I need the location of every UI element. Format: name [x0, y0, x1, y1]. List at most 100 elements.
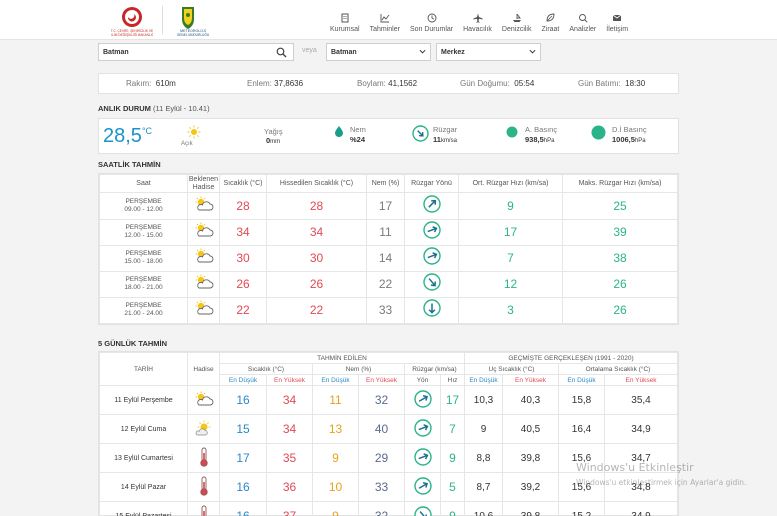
- district-value: Merkez: [441, 48, 465, 56]
- daily-row: 11 Eylül Perşembe 16 34 11 32 17 10,3 40,3 15,8 3…: [99, 385, 678, 415]
- elevation: Rakım: 610m: [126, 79, 176, 88]
- clock-icon: [427, 13, 436, 23]
- humidity-high-cell: 32: [358, 385, 405, 415]
- nav-label: İletişim: [606, 26, 629, 33]
- extreme-low-cell: 10,3: [464, 385, 503, 415]
- sea-pressure-label: D.İ Basınç: [612, 125, 647, 134]
- avg-low-cell: 15,6: [558, 472, 605, 502]
- avg-wind-cell: 12: [458, 270, 563, 298]
- daily-row: 12 Eylül Cuma 15 34 13 40 7 9 40,5 16,4 34,9: [99, 414, 678, 444]
- humidity-cell: 22: [366, 270, 405, 298]
- partly-cloudy-icon: [195, 222, 213, 237]
- wind-arrow-icon: [413, 389, 432, 408]
- wind-arrow-icon: [422, 273, 441, 291]
- extreme-low-cell: 8,8: [464, 443, 503, 473]
- nav-analizler[interactable]: Analizler: [564, 0, 601, 40]
- search-input[interactable]: Batman: [98, 43, 294, 61]
- humidity-cell: 11: [366, 218, 405, 246]
- max-wind-cell: 39: [562, 218, 678, 246]
- location-info-bar: Rakım: 610m Enlem: 37,8636 Boylam: 41,15…: [98, 73, 679, 94]
- wind-dir-cell: [404, 443, 441, 473]
- wind-speed-cell: 9: [440, 501, 465, 516]
- current-section-title: ANLIK DURUM (11 Eylül - 10.41): [98, 104, 210, 113]
- high-header: En Yüksek: [604, 374, 678, 386]
- avg-high-cell: 35,4: [604, 385, 678, 415]
- direction-header: Yön: [404, 374, 441, 386]
- avg-wind-cell: 3: [458, 296, 563, 325]
- wind-arrow-icon: [413, 447, 432, 466]
- district-select[interactable]: Merkez: [436, 43, 541, 61]
- current-temperature: 28,5°C: [103, 125, 153, 147]
- hourly-row: PERŞEMBE 18.00 - 21.00 26 26 22 12 26: [99, 270, 678, 298]
- province-select[interactable]: Batman: [326, 43, 431, 61]
- ministry-logo[interactable]: T.C. ÇEVRE, ŞEHİRCİLİK VE İKLİM DEĞİŞİKL…: [111, 4, 153, 38]
- nav-label: Analizler: [569, 26, 597, 33]
- pressure-dot-icon: [506, 126, 518, 138]
- event-cell: [187, 443, 220, 473]
- date-cell: 15 Eylül Pazartesi: [99, 501, 188, 516]
- envelope-icon: [612, 14, 622, 21]
- chevron-down-icon: [419, 49, 426, 54]
- temp-high-cell: 34: [266, 414, 313, 444]
- top-bar: T.C. ÇEVRE, ŞEHİRCİLİK VE İKLİM DEĞİŞİKL…: [0, 0, 777, 40]
- logo-divider: [162, 6, 163, 34]
- thermometer-icon: [201, 505, 206, 516]
- avg-high-cell: 34,8: [604, 472, 678, 502]
- temp-high-cell: 37: [266, 501, 313, 516]
- avg-low-cell: 15,8: [558, 385, 605, 415]
- temp-low-cell: 16: [219, 385, 267, 415]
- low-header: En Düşük: [219, 374, 267, 386]
- sea-pressure-dot-icon: [591, 125, 606, 140]
- humidity-low-cell: 13: [312, 414, 359, 444]
- svg-text:GENEL MÜDÜRLÜĞÜ: GENEL MÜDÜRLÜĞÜ: [177, 32, 210, 37]
- nav-tahminler[interactable]: Tahminler: [365, 0, 405, 40]
- temp-cell: 22: [219, 296, 267, 325]
- wind-arrow-icon: [413, 476, 432, 495]
- nav-ziraat[interactable]: Ziraat: [536, 0, 564, 40]
- nav-havacilik[interactable]: Havacılık: [458, 0, 497, 40]
- humidity-value: %24: [350, 135, 366, 144]
- main-nav: Kurumsal Tahminler Son Durumlar Havacılı…: [325, 0, 633, 40]
- temp-cell: 30: [219, 244, 267, 272]
- wind-arrow-icon: [422, 220, 441, 239]
- nav-denizcilik[interactable]: Denizcilik: [497, 0, 537, 40]
- wind-dir-cell: [404, 192, 459, 220]
- svg-text:METEOROLOJİ: METEOROLOJİ: [180, 28, 206, 33]
- wind-arrow-icon: [413, 505, 432, 516]
- search-input-value: Batman: [103, 48, 129, 56]
- extreme-low-cell: 10,6: [464, 501, 503, 516]
- max-wind-cell: 26: [562, 270, 678, 298]
- daily-section-title: 5 GÜNLÜK TAHMİN: [98, 339, 168, 348]
- time-cell: PERŞEMBE 21.00 - 24.00: [99, 296, 188, 325]
- pressure-label: A. Basınç: [525, 125, 558, 134]
- forecast-header: TAHMİN EDİLEN: [219, 352, 465, 364]
- partly-cloudy-icon: [195, 300, 213, 315]
- sunset: Gün Batımı: 18:30: [578, 79, 646, 88]
- nav-iletisim[interactable]: İletişim: [601, 0, 633, 40]
- thermometer-icon: [199, 476, 208, 496]
- humidity-high-cell: 32: [358, 501, 405, 516]
- avg-low-cell: 15,2: [558, 501, 605, 516]
- mgm-logo[interactable]: METEOROLOJİ GENEL MÜDÜRLÜĞÜ: [170, 4, 216, 38]
- partly-cloudy-icon: [195, 248, 213, 263]
- partly-cloudy-icon: [195, 274, 213, 289]
- wind-speed-cell: 7: [440, 414, 465, 444]
- avg-wind-cell: 7: [458, 244, 563, 272]
- hourly-row: PERŞEMBE 21.00 - 24.00 22 22 33 3 26: [99, 296, 678, 325]
- nav-kurumsal[interactable]: Kurumsal: [325, 0, 365, 40]
- daily-row: 15 Eylül Pazartesi 16 37 9 32 9 10,6 39,8 15,2 34…: [99, 501, 678, 516]
- svg-text:T.C. ÇEVRE, ŞEHİRCİLİK VE: T.C. ÇEVRE, ŞEHİRCİLİK VE: [111, 28, 153, 33]
- avg-temp-header: Ortalama Sıcaklık (°C): [558, 363, 678, 375]
- nav-son-durumlar[interactable]: Son Durumlar: [405, 0, 458, 40]
- search-icon[interactable]: [276, 47, 287, 58]
- date-cell: 11 Eylül Perşembe: [99, 385, 188, 415]
- temp-low-cell: 15: [219, 414, 267, 444]
- nav-label: Denizcilik: [501, 26, 532, 33]
- feels-like-cell: 26: [266, 270, 367, 298]
- extreme-low-cell: 9: [464, 414, 503, 444]
- wind-speed-cell: 9: [440, 443, 465, 473]
- header-cell: Maks. Rüzgar Hızı (km/sa): [562, 173, 678, 194]
- humidity-label: Nem: [350, 125, 366, 134]
- wind-direction-icon: [412, 125, 429, 142]
